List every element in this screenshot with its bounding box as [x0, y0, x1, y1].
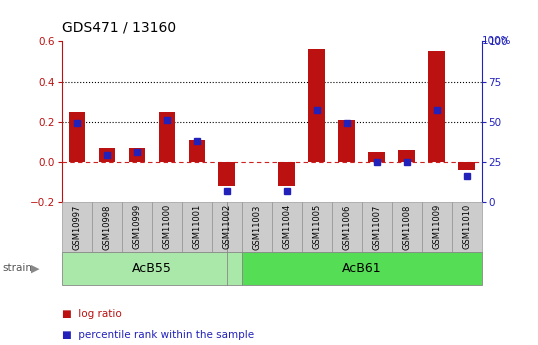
Bar	[98, 148, 115, 162]
Text: strain: strain	[3, 263, 33, 273]
Bar	[279, 162, 295, 186]
Text: GSM11002: GSM11002	[222, 204, 231, 249]
Bar	[398, 150, 415, 162]
Bar	[129, 148, 145, 162]
Text: GSM11007: GSM11007	[372, 204, 381, 249]
Text: ▶: ▶	[31, 263, 40, 273]
Text: GSM10998: GSM10998	[102, 204, 111, 249]
Bar	[218, 162, 235, 186]
Text: GSM11006: GSM11006	[342, 204, 351, 249]
Bar	[458, 162, 475, 170]
Text: AcB55: AcB55	[132, 262, 172, 275]
Text: ■  log ratio: ■ log ratio	[62, 309, 122, 319]
Text: 100%: 100%	[482, 37, 511, 46]
Bar	[159, 111, 175, 162]
Bar	[188, 140, 205, 162]
Bar	[338, 120, 355, 162]
Text: GSM11008: GSM11008	[402, 204, 411, 249]
Text: GSM11010: GSM11010	[462, 204, 471, 249]
Text: GSM11009: GSM11009	[432, 204, 441, 249]
Bar	[69, 111, 85, 162]
Text: ■  percentile rank within the sample: ■ percentile rank within the sample	[62, 330, 254, 340]
Text: GSM10997: GSM10997	[72, 204, 81, 249]
Bar	[428, 51, 445, 162]
Bar	[369, 152, 385, 162]
Text: GSM10999: GSM10999	[132, 204, 141, 249]
Text: GSM11003: GSM11003	[252, 204, 261, 249]
Text: GSM11005: GSM11005	[312, 204, 321, 249]
Bar	[308, 49, 325, 162]
Text: GSM11004: GSM11004	[282, 204, 291, 249]
Text: GDS471 / 13160: GDS471 / 13160	[62, 20, 176, 34]
Text: GSM11001: GSM11001	[192, 204, 201, 249]
Text: AcB61: AcB61	[342, 262, 381, 275]
Text: GSM11000: GSM11000	[162, 204, 171, 249]
